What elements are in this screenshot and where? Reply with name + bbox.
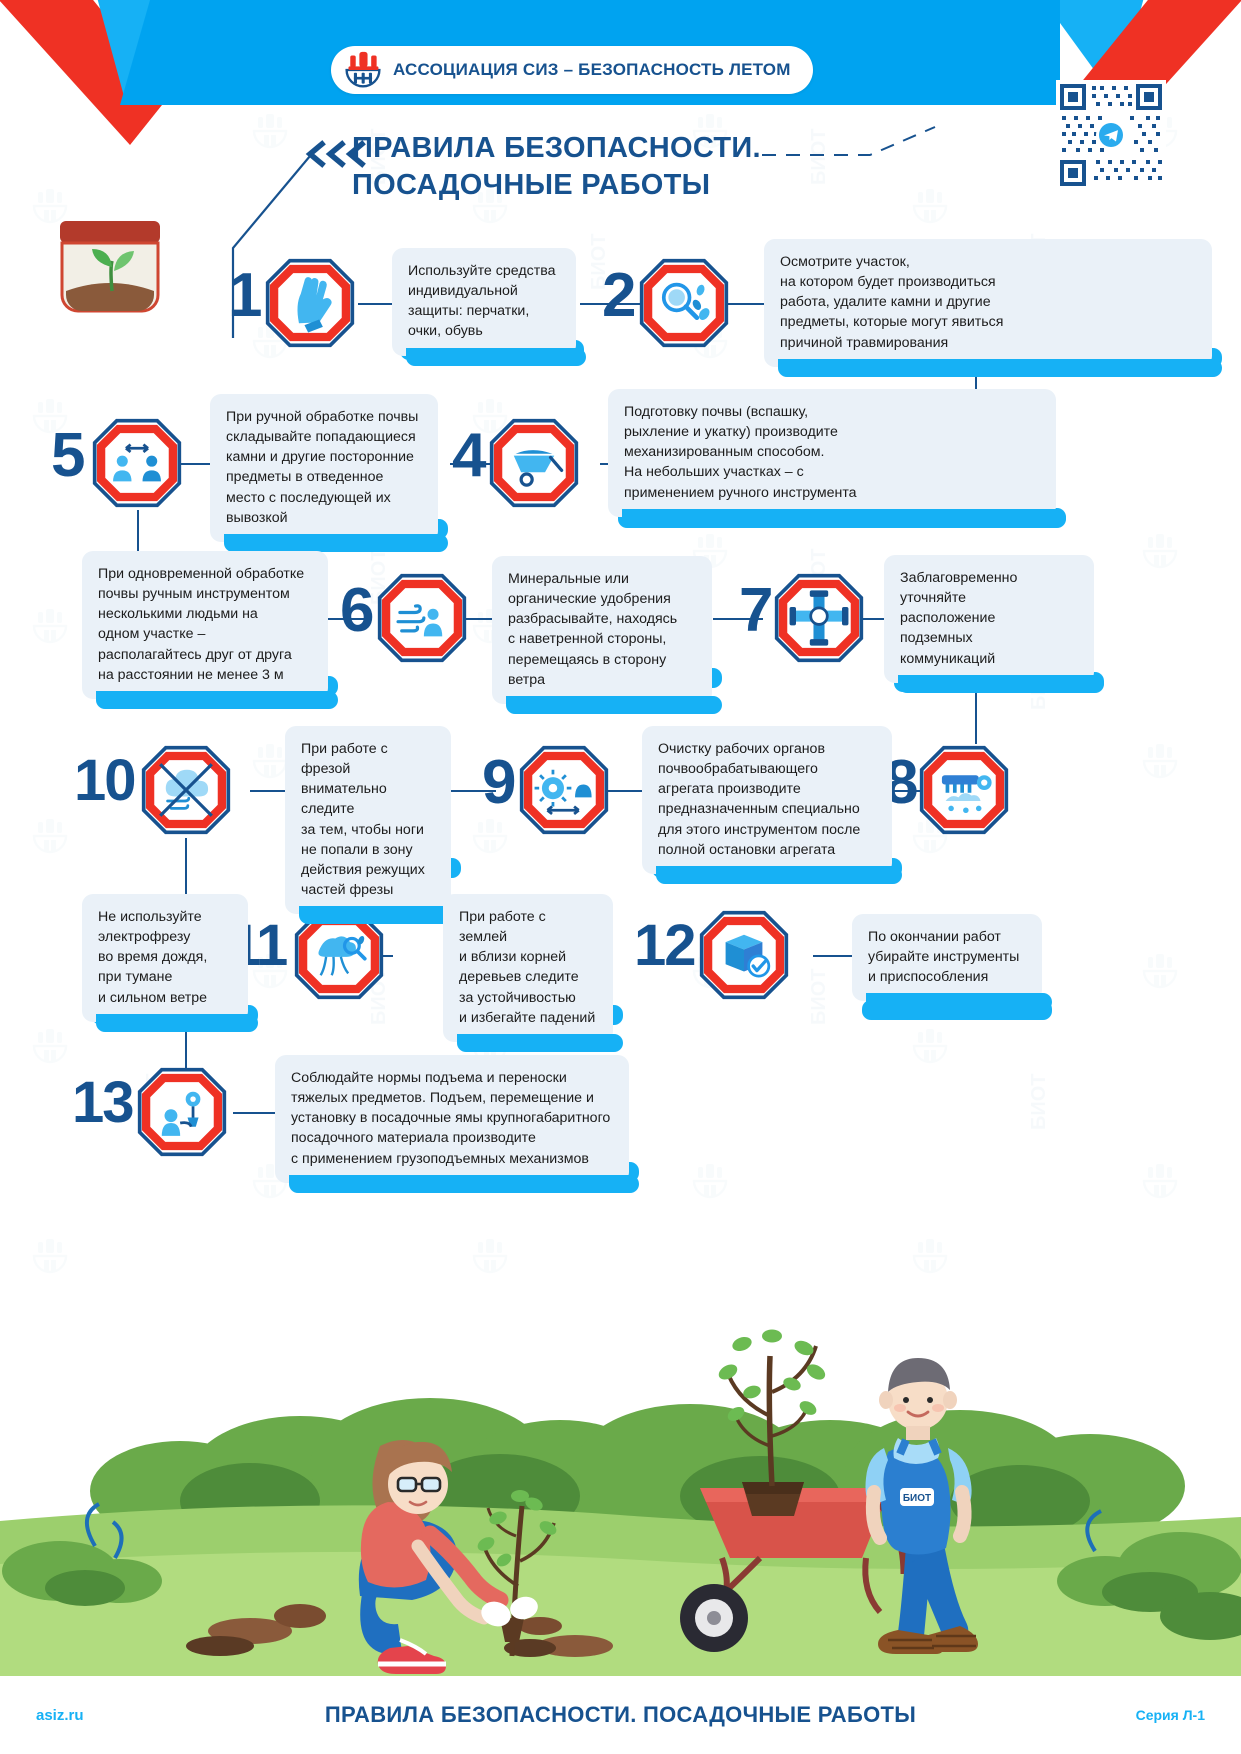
connector-4-to-card — [450, 463, 496, 465]
step-card-10: Не используйте электрофрезу во время дож… — [82, 894, 258, 1032]
connector-10-to-11 — [185, 838, 187, 910]
cutter-feet-icon — [519, 745, 609, 835]
step-number-6: 6 — [340, 576, 375, 645]
chevron-left-triple-icon — [305, 140, 366, 168]
connector-1-to-card — [358, 303, 400, 305]
connector-7-to-8-down — [975, 676, 977, 744]
connector-card1-to-2 — [580, 303, 640, 305]
overall-badge-text: БИОТ — [903, 1493, 931, 1504]
footer: asiz.ru ПРАВИЛА БЕЗОПАСНОСТИ. ПОСАДОЧНЫЕ… — [0, 1676, 1241, 1754]
connector-card6-to-7 — [463, 618, 505, 620]
connector-2-to-card — [714, 303, 764, 305]
svg-text:БИОТ: БИОТ — [1028, 1073, 1050, 1130]
connector-9-to-card — [450, 790, 496, 792]
step-card-4: При ручной обработке почвы складывайте п… — [210, 394, 448, 552]
step-number-12: 12 — [634, 913, 696, 978]
step-number-4: 4 — [452, 421, 487, 490]
connector-6-to-card — [325, 618, 367, 620]
step-number-9: 9 — [482, 748, 517, 817]
man-with-wheelbarrow-illustration: БИОТ — [865, 1358, 978, 1654]
footer-title: ПРАВИЛА БЕЗОПАСНОСТИ. ПОСАДОЧНЫЕ РАБОТЫ — [324, 1702, 917, 1727]
page-title-line2: ПОСАДОЧНЫЕ РАБОТЫ — [352, 169, 711, 202]
step-number-7: 7 — [739, 576, 774, 645]
dashed-connector-to-qr — [762, 126, 936, 156]
wheelbarrow-icon — [489, 418, 579, 508]
illustration-scene: БИОТ — [0, 1296, 1241, 1676]
step-card-3: Подготовку почвы (вспашку, рыхление и ук… — [608, 389, 1066, 527]
toolbox-check-icon — [699, 910, 789, 1000]
connector-8-to-card — [880, 790, 932, 792]
connector-card4-to-5 — [178, 463, 210, 465]
page-title-line1: ПРАВИЛА БЕЗОПАСНОСТИ. — [352, 132, 761, 164]
rain-wind-no-icon — [141, 745, 231, 835]
seedling-jar-icon — [60, 221, 160, 313]
step-card-11: При работе с землей и вблизи корней дере… — [443, 894, 623, 1052]
step-number-2: 2 — [602, 261, 637, 330]
page-title: ПРАВИЛА БЕЗОПАСНОСТИ. ПОСАДОЧНЫЕ РАБОТЫ — [352, 130, 972, 204]
cleaning-machine-icon — [919, 745, 1009, 835]
step-card-6: Минеральные или органические удобрения р… — [492, 556, 722, 714]
step-number-5: 5 — [51, 421, 86, 490]
two-workers-distance-icon — [92, 418, 182, 508]
step-card-12: По окончании работ убирайте инструменты … — [852, 914, 1052, 1012]
qr-code[interactable] — [1056, 80, 1166, 190]
step-card-9: При работе с фрезой внимательно следите … — [285, 726, 461, 925]
connector-5-to-6 — [137, 510, 139, 582]
connector-13-to-card — [233, 1112, 275, 1114]
connector-card12-to-13 — [813, 955, 853, 957]
title-left-connector — [231, 155, 311, 338]
connector-card7-to-8 — [855, 618, 895, 620]
connector-card9-to-10 — [250, 790, 285, 792]
connector-7-to-card — [713, 618, 763, 620]
lifting-hoist-icon — [137, 1067, 227, 1157]
step-card-2: Осмотрите участок, на котором будет прои… — [764, 239, 1222, 377]
connector-11-down — [185, 1010, 187, 1078]
gloves-icon — [265, 258, 355, 348]
footer-series: Серия Л-1 — [1135, 1707, 1205, 1723]
step-card-7: Заблаговременно уточняйте расположение п… — [884, 555, 1104, 693]
sapling-left — [477, 1490, 557, 1657]
step-card-1: Используйте средства индивидуальной защи… — [392, 248, 586, 366]
brand-pill: АССОЦИАЦИЯ СИЗ – БЕЗОПАСНОСТЬ ЛЕТОМ — [331, 46, 813, 94]
step-card-8: Очистку рабочих органов почвообрабатываю… — [642, 726, 902, 884]
brand-title: АССОЦИАЦИЯ СИЗ – БЕЗОПАСНОСТЬ ЛЕТОМ — [393, 60, 791, 79]
step-number-13: 13 — [72, 1070, 134, 1135]
wind-fertilizer-icon — [377, 573, 467, 663]
magnifier-stones-icon — [639, 258, 729, 348]
connector-card8-to-9 — [602, 790, 642, 792]
underground-pipes-icon — [774, 573, 864, 663]
sapling-in-barrow — [718, 1329, 826, 1487]
roots-hands-icon — [294, 910, 384, 1000]
step-card-5: При одновременной обработке почвы ручным… — [82, 551, 338, 709]
step-number-1: 1 — [228, 261, 263, 330]
step-number-10: 10 — [74, 748, 136, 813]
footer-site-link[interactable]: asiz.ru — [36, 1706, 84, 1724]
siz-helmet-logo — [345, 51, 381, 88]
wheelbarrow-illustration — [680, 1482, 908, 1652]
woman-planting-illustration — [358, 1440, 538, 1674]
svg-text:БИОТ: БИОТ — [808, 968, 830, 1025]
step-card-13: Соблюдайте нормы подъема и переноски тяж… — [275, 1055, 639, 1193]
